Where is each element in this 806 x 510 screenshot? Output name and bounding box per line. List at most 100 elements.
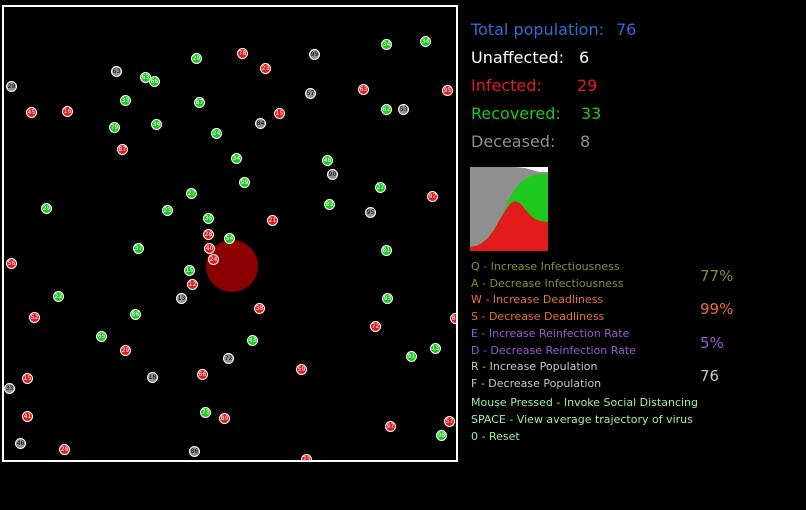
agent-infected: 86 <box>450 313 456 324</box>
agent-recovered: 87 <box>194 97 205 108</box>
agent-recovered: 34 <box>231 153 242 164</box>
agent-infected: 15 <box>274 108 285 119</box>
control-hint: A - Decrease Infectiousness <box>471 277 624 290</box>
agent-recovered: 86 <box>130 309 141 320</box>
stat-unaffected-value: 6 <box>579 48 590 67</box>
agent-recovered: 81 <box>381 245 392 256</box>
agent-infected: 16 <box>62 106 73 117</box>
agent-infected: 41 <box>22 411 33 422</box>
stat-total-label: Total population: <box>471 20 604 39</box>
control-hint: S - Decrease Deadliness <box>471 310 605 323</box>
agent-recovered: 24 <box>211 128 222 139</box>
stat-deceased: Deceased: 8 <box>471 132 590 151</box>
agent-recovered: 62 <box>381 104 392 115</box>
simulation-arena[interactable]: 63 29 78 99 34 34 29 23 63 66 57 63 95 45 16 33 87 62 53 15… <box>2 5 458 462</box>
agent-deceased: 13 <box>176 293 187 304</box>
agent-deceased: 84 <box>255 118 266 129</box>
stat-recovered: Recovered: 33 <box>471 104 601 123</box>
agent-recovered: 54 <box>224 233 235 244</box>
agent-deceased: 46 <box>15 438 26 449</box>
agent-infected: 59 <box>296 364 307 375</box>
agent-infected: 40 <box>204 243 215 254</box>
stat-total-value: 76 <box>616 20 637 39</box>
agent-infected: 56 <box>6 258 17 269</box>
agent-recovered: 46 <box>322 155 333 166</box>
history-unaffected-area <box>515 167 548 172</box>
agent-infected: 38 <box>254 303 265 314</box>
agent-recovered: 29 <box>191 53 202 64</box>
agent-recovered: 99 <box>239 177 250 188</box>
agent-recovered: 91 <box>406 351 417 362</box>
agent-infected: 95 <box>442 85 453 96</box>
agent-recovered: 34 <box>151 119 162 130</box>
agent-recovered: 33 <box>120 95 131 106</box>
control-hint: R - Increase Population <box>471 360 598 373</box>
reinfection-rate-value: 5% <box>700 334 724 352</box>
agent-deceased: 53 <box>398 104 409 115</box>
agent-infected: 97 <box>385 421 396 432</box>
agent-deceased: 57 <box>305 88 316 99</box>
control-hint: 0 - Reset <box>471 430 520 443</box>
control-hint: Q - Increase Infectiousness <box>471 260 620 273</box>
agent-recovered: 36 <box>203 213 214 224</box>
agent-deceased: 33 <box>4 383 15 394</box>
agent-recovered: 79 <box>109 122 120 133</box>
agent-recovered: 27 <box>375 182 386 193</box>
agent-deceased: 95 <box>365 207 376 218</box>
agent-recovered: 65 <box>96 331 107 342</box>
stat-deceased-label: Deceased: <box>471 132 556 151</box>
agent-recovered: 34 <box>420 36 431 47</box>
agent-infected: 57 <box>444 416 455 427</box>
agent-recovered: 22 <box>53 291 64 302</box>
agent-infected: 80 <box>219 413 230 424</box>
agent-infected: 15 <box>22 373 33 384</box>
agent-recovered: 15 <box>184 265 195 276</box>
stat-infected-value: 29 <box>577 76 598 95</box>
agent-infected: 87 <box>117 144 128 155</box>
control-hint: Mouse Pressed - Invoke Social Distancing <box>471 396 698 409</box>
stat-deceased-value: 8 <box>580 132 591 151</box>
agent-deceased: 72 <box>223 353 234 364</box>
agent-recovered: 43 <box>247 335 258 346</box>
agent-infected: 73 <box>301 454 312 460</box>
agent-recovered: 93 <box>382 293 393 304</box>
stat-infected: Infected: 29 <box>471 76 597 95</box>
control-hint: F - Decrease Population <box>471 377 602 390</box>
agent-deceased: 63 <box>111 66 122 77</box>
agent-infected: 66 <box>197 369 208 380</box>
stat-recovered-label: Recovered: <box>471 104 561 123</box>
infectiousness-value: 77% <box>700 267 734 285</box>
agent-deceased: 86 <box>189 446 200 457</box>
agent-infected: 63 <box>358 84 369 95</box>
population-history-chart <box>470 167 548 251</box>
agent-recovered: 73 <box>200 407 211 418</box>
history-infected-area <box>470 201 548 251</box>
agent-recovered: 34 <box>381 39 392 50</box>
agent-infected: 23 <box>260 63 271 74</box>
agent-infected: 24 <box>208 254 219 265</box>
agent-recovered: 66 <box>149 76 160 87</box>
agent-infected: 29 <box>120 345 131 356</box>
agent-infected: 28 <box>203 229 214 240</box>
agent-infected: 78 <box>237 48 248 59</box>
agent-infected: 72 <box>370 321 381 332</box>
agent-infected: 97 <box>427 191 438 202</box>
agent-infected: 52 <box>29 312 40 323</box>
control-hint: E - Increase Reinfection Rate <box>471 327 630 340</box>
stat-unaffected-label: Unaffected: <box>471 48 564 67</box>
stat-recovered-value: 33 <box>581 104 602 123</box>
agent-recovered: 27 <box>186 188 197 199</box>
agent-deceased: 29 <box>6 81 17 92</box>
stat-infected-label: Infected: <box>471 76 542 95</box>
stat-total: Total population: 76 <box>471 20 636 39</box>
agent-recovered: 29 <box>41 203 52 214</box>
agent-infected: 45 <box>26 107 37 118</box>
agent-recovered: 13 <box>430 343 441 354</box>
agent-infected: 28 <box>59 444 70 455</box>
stat-unaffected: Unaffected: 6 <box>471 48 589 67</box>
agent-recovered: 83 <box>324 199 335 210</box>
control-hint: W - Increase Deadliness <box>471 293 604 306</box>
agent-recovered: 23 <box>162 205 173 216</box>
agent-deceased: 90 <box>327 169 338 180</box>
agent-infected: 21 <box>267 215 278 226</box>
